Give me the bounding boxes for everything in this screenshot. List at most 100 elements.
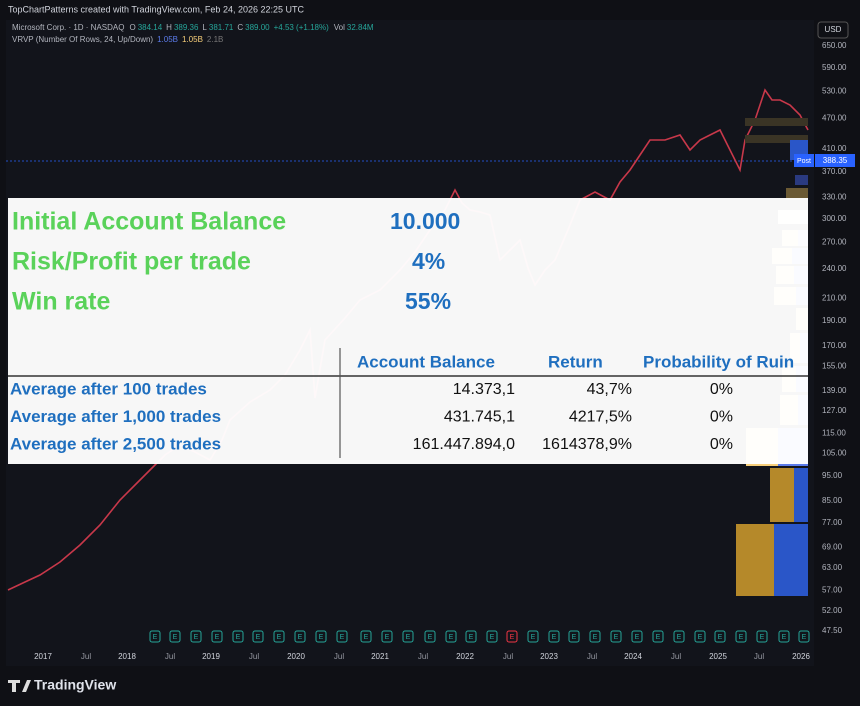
footer-logo — [8, 680, 31, 692]
earnings-icon — [756, 630, 768, 643]
param-value: 10.000 — [390, 208, 460, 234]
param-label: Risk/Profit per trade — [12, 248, 251, 276]
price-tick-label: 77.00 — [822, 518, 843, 527]
earnings-marker: E — [449, 634, 454, 641]
indicator-value: 1.05B — [157, 35, 178, 44]
price-tick-label: 530.00 — [822, 87, 847, 96]
quote-key: O — [129, 23, 135, 32]
earnings-icon — [486, 630, 498, 643]
earnings-icon — [402, 630, 414, 643]
price-tick-label: 330.00 — [822, 193, 847, 202]
brand: TradingView — [34, 677, 116, 693]
volume-label: Vol — [334, 23, 345, 32]
earnings-icon — [445, 630, 457, 643]
earnings-marker: E — [469, 634, 474, 641]
cell: 0% — [710, 409, 733, 426]
price-tick-label: 155.00 — [822, 362, 847, 371]
price-tick-label: 105.00 — [822, 449, 847, 458]
earnings-marker: E — [298, 634, 303, 641]
earnings-marker: E — [173, 634, 178, 641]
earnings-icon — [190, 630, 202, 643]
time-tick-label: Jul — [587, 652, 597, 661]
time-tick-label: 2024 — [624, 652, 642, 661]
earnings-icon — [149, 630, 161, 643]
price-tick-label: 470.00 — [822, 114, 847, 123]
time-tick-label: Jul — [334, 652, 344, 661]
price-tick-label: 240.00 — [822, 264, 847, 273]
earnings-icon — [673, 630, 685, 643]
earnings-marker: E — [364, 634, 369, 641]
earnings-icon — [169, 630, 181, 643]
earnings-icon — [735, 630, 747, 643]
currency-box — [817, 21, 849, 39]
time-tick-label: Jul — [503, 652, 513, 661]
earnings-marker: E — [319, 634, 324, 641]
symbol: Microsoft Corp. · 1D · NASDAQ — [12, 23, 124, 32]
currency: USD — [825, 25, 842, 34]
column-header: Probability of Ruin — [643, 352, 794, 371]
earnings-marker: E — [194, 634, 199, 641]
change: +4.53 (+1.18%) — [274, 23, 329, 32]
price-tick-label: 590.00 — [822, 63, 847, 72]
price-tick-label: 52.00 — [822, 606, 843, 615]
earnings-icon — [294, 630, 306, 643]
time-tick-label: Jul — [671, 652, 681, 661]
time-tick-label: Jul — [165, 652, 175, 661]
time-tick-label: Jul — [249, 652, 259, 661]
earnings-marker: E — [153, 634, 158, 641]
last-price-bg — [815, 154, 855, 167]
earnings-marker: E — [406, 634, 411, 641]
price-tick-label: 69.00 — [822, 543, 843, 552]
quote-value: 389.00 — [245, 23, 270, 32]
earnings-marker: E — [698, 634, 703, 641]
earnings-icon — [315, 630, 327, 643]
earnings-marker: E — [531, 634, 536, 641]
param-value: 55% — [405, 288, 451, 314]
time-tick-label: 2017 — [34, 652, 52, 661]
column-header: Return — [548, 352, 603, 371]
earnings-marker: E — [677, 634, 682, 641]
indicator: VRVP (Number Of Rows, 24, Up/Down) — [12, 35, 153, 44]
earnings-icon — [778, 630, 790, 643]
param-label: Initial Account Balance — [12, 208, 286, 236]
earnings-marker: E — [614, 634, 619, 641]
price-tick-label: 270.00 — [822, 238, 847, 247]
earnings-icon — [232, 630, 244, 643]
earnings-marker: E — [215, 634, 220, 641]
time-tick-label: 2026 — [792, 652, 810, 661]
param-value: 4% — [412, 248, 445, 274]
price-tick-label: 170.00 — [822, 341, 847, 350]
earnings-marker: E — [385, 634, 390, 641]
overlay-box — [8, 198, 808, 464]
earnings-icon — [589, 630, 601, 643]
price-tick-label: 47.50 — [822, 626, 843, 635]
price-tick-label: 85.00 — [822, 496, 843, 505]
earnings-marker: E — [490, 634, 495, 641]
row-label: Average after 1,000 trades — [10, 407, 221, 426]
earnings-marker: E — [760, 634, 765, 641]
cell: 43,7% — [587, 381, 632, 398]
earnings-icon — [336, 630, 348, 643]
time-tick-label: Jul — [81, 652, 91, 661]
earnings-marker: E — [552, 634, 557, 641]
price-tick-label: 410.00 — [822, 144, 847, 153]
post-tag-bg — [794, 154, 814, 167]
earnings-marker: E — [802, 634, 807, 641]
price-tick-label: 57.00 — [822, 585, 843, 594]
price-tick-label: 127.00 — [822, 406, 847, 415]
price-tick-label: 115.00 — [822, 428, 846, 437]
earnings-icon — [211, 630, 223, 643]
quote-value: 389.36 — [174, 23, 199, 32]
cell: 1614378,9% — [542, 436, 632, 453]
earnings-marker: E — [718, 634, 723, 641]
time-tick-label: 2018 — [118, 652, 136, 661]
volume: 32.84M — [347, 23, 374, 32]
time-tick-label: 2023 — [540, 652, 558, 661]
earnings-marker: E — [236, 634, 241, 641]
column-header: Account Balance — [357, 352, 495, 371]
earnings-icon — [252, 630, 264, 643]
price-tick-label: 300.00 — [822, 214, 847, 223]
earnings-marker: E — [635, 634, 640, 641]
time-tick-label: 2020 — [287, 652, 305, 661]
